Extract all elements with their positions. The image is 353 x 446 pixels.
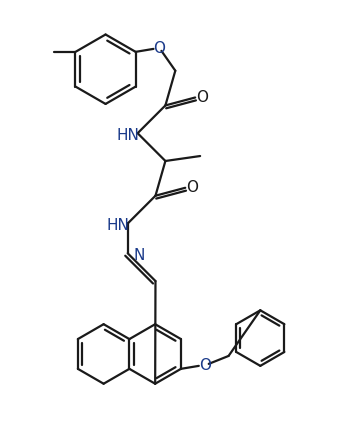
Text: O: O bbox=[196, 90, 208, 105]
Text: N: N bbox=[134, 248, 145, 263]
Text: O: O bbox=[186, 180, 198, 195]
Text: O: O bbox=[154, 41, 166, 56]
Text: HN: HN bbox=[106, 218, 129, 233]
Text: O: O bbox=[199, 359, 211, 373]
Text: HN: HN bbox=[116, 128, 139, 143]
